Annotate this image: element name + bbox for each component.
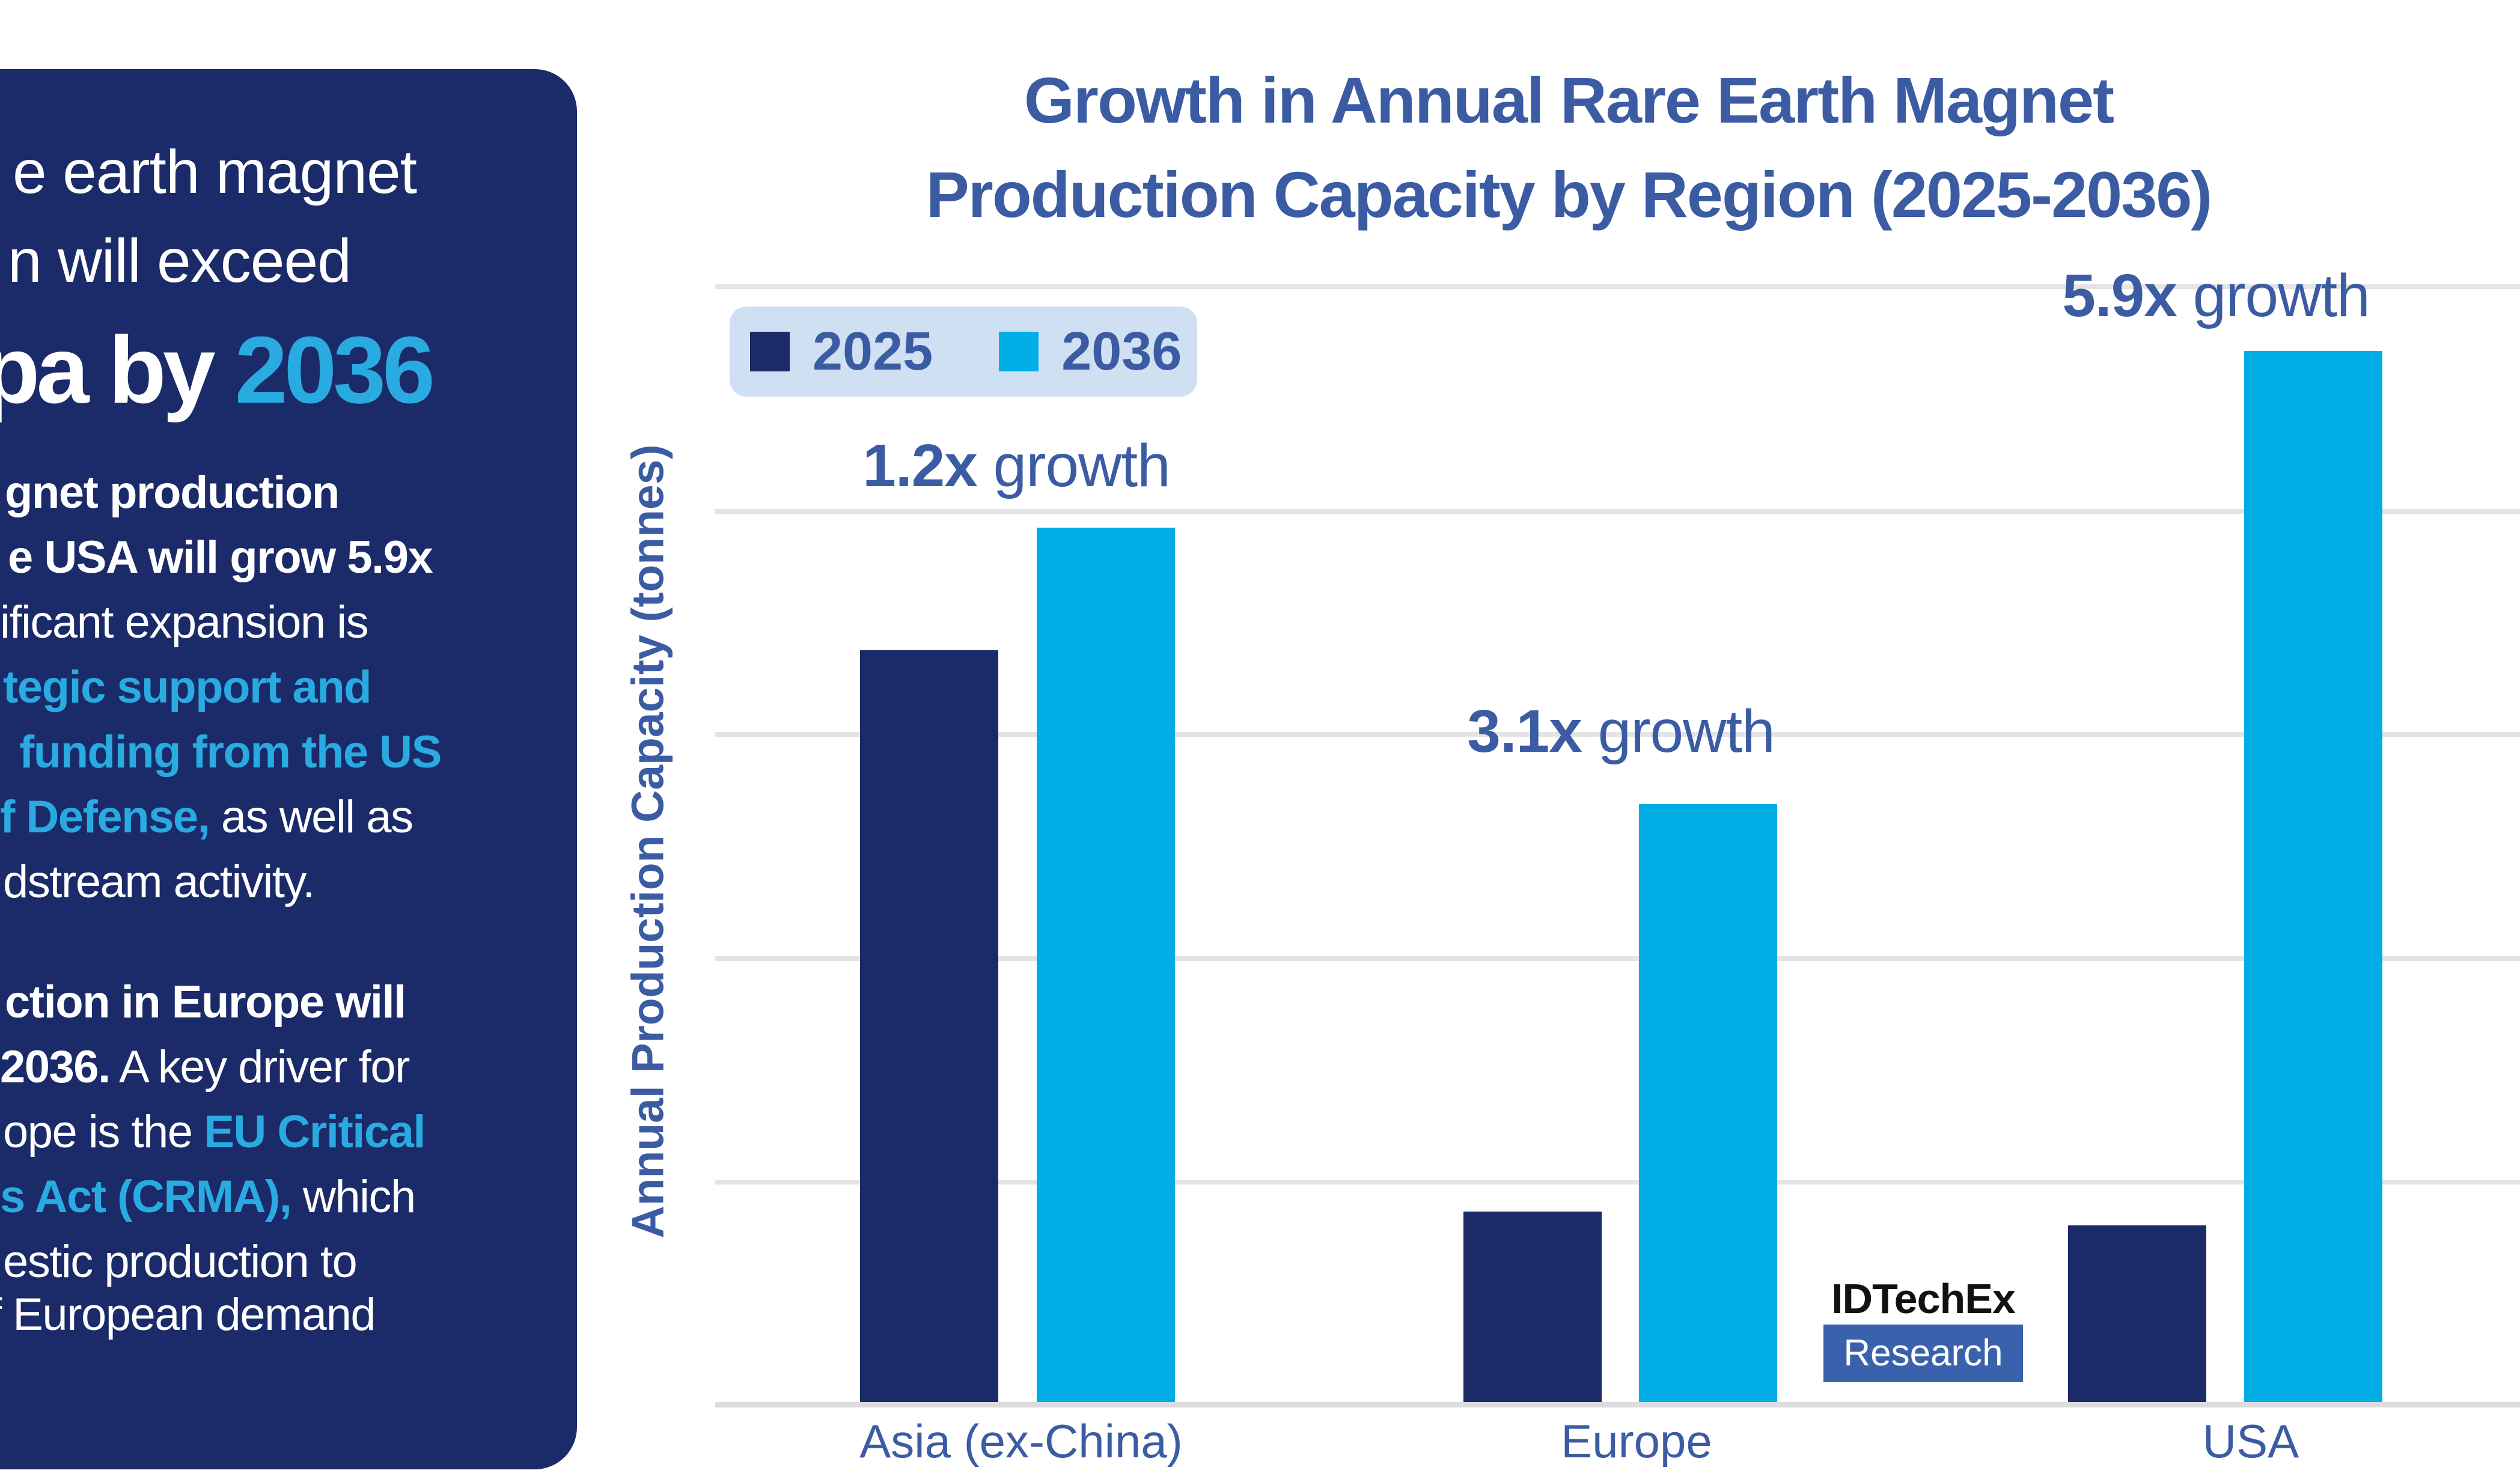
sidebar-para2-line4: s Act (CRMA), which bbox=[0, 1171, 416, 1222]
sidebar-para1-line7: dstream activity. bbox=[3, 856, 315, 907]
sidebar-headline-big: pa by 2036 bbox=[0, 323, 435, 418]
gridline-5 bbox=[715, 1180, 2520, 1185]
legend-item-2036: 2036 bbox=[999, 325, 1182, 379]
legend-swatch-2025 bbox=[750, 332, 790, 371]
x-axis-label-usa: USA bbox=[2202, 1415, 2299, 1468]
idtechex-logo-research-label: Research bbox=[1843, 1332, 2003, 1374]
x-axis-baseline bbox=[715, 1402, 2520, 1407]
idtechex-logo-wordmark: IDTechEx bbox=[1831, 1275, 2016, 1322]
sidebar-para2-line4-accent: s Act (CRMA), bbox=[0, 1171, 292, 1222]
sidebar-para2-line2-bold: 2036. bbox=[0, 1041, 111, 1093]
sidebar-para1-line6: f Defense, as well as bbox=[0, 794, 413, 840]
gridline-2 bbox=[715, 509, 2520, 514]
sidebar-para1-line6-rest: as well as bbox=[209, 791, 413, 843]
growth-multiplier-asia: 1.2x bbox=[862, 432, 978, 499]
sidebar-para2-line3-rest: ope is the bbox=[3, 1106, 204, 1157]
x-axis-label-europe: Europe bbox=[1561, 1415, 1712, 1468]
y-axis-label: Annual Production Capacity (tonnes) bbox=[622, 444, 673, 1239]
sidebar-panel bbox=[0, 69, 577, 1469]
bar-europe-2025 bbox=[1463, 1212, 1602, 1402]
x-axis-label-asia: Asia (ex-China) bbox=[859, 1415, 1183, 1468]
sidebar-para1-line6-accent: f Defense, bbox=[0, 791, 210, 843]
growth-annotation-usa: 5.9x growth bbox=[1975, 266, 2456, 326]
bar-asia-2025 bbox=[860, 650, 998, 1402]
sidebar-para1-line5: funding from the US bbox=[19, 727, 442, 778]
sidebar-para2-line2-rest: A key driver for bbox=[109, 1041, 410, 1093]
sidebar-para2-line1: ction in Europe will bbox=[5, 977, 406, 1028]
sidebar-para1-line4: tegic support and bbox=[3, 662, 372, 713]
sidebar-headline-line1: e earth magnet bbox=[13, 138, 417, 206]
sidebar-para2-line3-accent: EU Critical bbox=[204, 1106, 426, 1157]
legend-label-2025: 2025 bbox=[813, 322, 933, 382]
sidebar-headline-big-year: 2036 bbox=[234, 317, 435, 423]
sidebar-para2-line4-rest: which bbox=[291, 1171, 416, 1222]
growth-annotation-europe: 3.1x growth bbox=[1381, 701, 1861, 761]
growth-multiplier-europe: 3.1x bbox=[1467, 698, 1582, 765]
bar-europe-2036 bbox=[1639, 804, 1777, 1402]
chart-title: Growth in Annual Rare Earth Magnet Produ… bbox=[619, 53, 2518, 242]
growth-annotation-asia: 1.2x growth bbox=[776, 436, 1257, 496]
gridline-3 bbox=[715, 732, 2520, 737]
sidebar-headline-big-white: pa by bbox=[0, 317, 235, 423]
chart-title-line1: Growth in Annual Rare Earth Magnet bbox=[1024, 64, 2114, 136]
growth-word-usa: growth bbox=[2192, 262, 2370, 329]
sidebar-para2-line2: 2036. A key driver for bbox=[0, 1041, 410, 1093]
idtechex-logo: IDTechEx Research bbox=[1823, 1278, 2023, 1382]
sidebar-para2-line6: f European demand bbox=[0, 1289, 376, 1340]
bar-usa-2036 bbox=[2244, 351, 2382, 1402]
sidebar-para2-line3: ope is the EU Critical bbox=[3, 1106, 426, 1157]
sidebar-para1-line2: e USA will grow 5.9x bbox=[8, 532, 433, 583]
sidebar-para1-line1: gnet production bbox=[5, 467, 340, 518]
sidebar-headline-line2: n will exceed bbox=[8, 227, 352, 295]
gridline-4 bbox=[715, 956, 2520, 961]
legend-item-2025: 2025 bbox=[750, 325, 933, 379]
legend-swatch-2036 bbox=[999, 332, 1039, 371]
gridline-1 bbox=[715, 284, 2520, 289]
bar-usa-2025 bbox=[2068, 1225, 2206, 1402]
sidebar-para2-line5: estic production to bbox=[3, 1236, 358, 1287]
legend-label-2036: 2036 bbox=[1061, 322, 1182, 382]
bar-asia-2036 bbox=[1037, 528, 1175, 1402]
sidebar-para1-line3: ificant expansion is bbox=[0, 597, 369, 648]
growth-multiplier-usa: 5.9x bbox=[2062, 262, 2177, 329]
growth-word-asia: growth bbox=[993, 432, 1171, 499]
chart-legend: 2025 2036 bbox=[730, 306, 1197, 397]
growth-word-europe: growth bbox=[1597, 698, 1775, 765]
chart-title-line2: Production Capacity by Region (2025-2036… bbox=[926, 158, 2213, 231]
idtechex-logo-research-box: Research bbox=[1823, 1325, 2023, 1382]
